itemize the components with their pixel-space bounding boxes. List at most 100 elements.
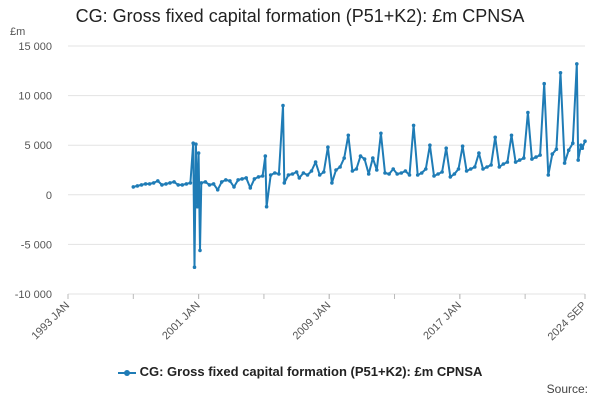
data-point: [268, 173, 273, 177]
x-tick-label: 2017 JAN: [421, 300, 464, 343]
data-point: [477, 151, 481, 155]
data-point: [571, 141, 575, 145]
data-point: [505, 160, 510, 164]
data-point: [135, 184, 140, 188]
data-point: [566, 148, 571, 152]
data-point: [294, 170, 299, 174]
data-point: [194, 142, 198, 146]
data-point: [583, 139, 587, 143]
data-point: [346, 133, 351, 138]
data-point: [313, 160, 318, 164]
data-point: [375, 168, 379, 172]
data-point: [188, 181, 193, 185]
data-point: [399, 171, 404, 175]
data-point: [448, 175, 453, 179]
data-point: [273, 171, 277, 175]
data-point: [180, 183, 185, 187]
data-point: [411, 123, 416, 128]
data-point: [493, 135, 498, 140]
data-point: [452, 172, 457, 176]
data-point: [172, 180, 176, 184]
data-point: [184, 182, 189, 186]
data-point: [248, 186, 253, 190]
data-point: [509, 133, 514, 138]
data-point: [191, 141, 195, 145]
data-point: [196, 151, 201, 155]
data-point: [350, 169, 355, 173]
data-point: [151, 181, 156, 185]
data-point: [199, 181, 204, 185]
x-axis-ticks: 1993 JAN 2001 JAN 2009 JAN 2017 JAN 2024 SEP: [29, 294, 589, 343]
data-point: [224, 178, 228, 182]
data-point: [342, 156, 347, 160]
data-point: [517, 158, 522, 162]
data-point: [232, 185, 236, 189]
y-tick-label: 5 000: [24, 140, 52, 152]
data-point: [440, 170, 444, 174]
y-tick-label: 15 000: [18, 41, 52, 53]
y-tick-label: 0: [46, 190, 52, 202]
data-point: [432, 174, 436, 178]
data-point: [497, 165, 502, 169]
legend-series-icon: [117, 368, 136, 378]
data-point: [228, 179, 232, 183]
data-point: [391, 167, 396, 171]
data-point: [322, 170, 326, 174]
data-point: [575, 62, 579, 66]
data-point: [282, 181, 287, 185]
data-point: [301, 171, 306, 175]
chart-title: CG: Gross fixed capital formation (P51+K…: [75, 6, 525, 26]
data-point: [305, 173, 310, 177]
data-point: [481, 167, 485, 171]
data-point: [464, 169, 469, 173]
legend-series-label: CG: Gross fixed capital formation (P51+K…: [139, 364, 483, 379]
data-point: [297, 176, 302, 180]
data-point: [338, 165, 342, 169]
series-line-group: [131, 62, 587, 270]
data-point: [522, 156, 526, 160]
data-point: [317, 173, 322, 177]
data-point: [526, 110, 530, 115]
data-point: [383, 171, 387, 175]
data-point: [160, 183, 164, 187]
data-point: [236, 178, 240, 182]
data-point: [264, 204, 269, 209]
data-point: [580, 146, 585, 150]
data-point: [215, 188, 220, 192]
data-point: [252, 177, 257, 181]
data-point: [290, 172, 295, 176]
data-point: [354, 167, 359, 171]
data-point: [473, 165, 477, 169]
data-point: [550, 152, 555, 156]
data-point: [371, 156, 375, 160]
data-point: [334, 168, 338, 172]
data-point: [219, 180, 224, 184]
data-point: [362, 157, 367, 161]
data-point: [579, 143, 583, 147]
data-point: [407, 173, 412, 177]
data-point: [358, 154, 363, 158]
data-point: [428, 143, 432, 147]
data-point: [260, 174, 265, 178]
data-point: [176, 183, 180, 187]
data-point: [415, 173, 420, 177]
data-point: [530, 157, 534, 161]
data-point: [277, 172, 281, 176]
x-tick-label: 2024 SEP: [546, 300, 590, 344]
legend[interactable]: CG: Gross fixed capital formation (P51+K…: [0, 364, 600, 379]
data-point: [501, 162, 506, 166]
data-point: [286, 173, 291, 177]
data-point: [485, 165, 489, 169]
data-point: [131, 185, 136, 189]
data-point: [395, 172, 400, 176]
data-point: [562, 161, 567, 165]
data-point: [576, 158, 580, 162]
data-point: [419, 171, 424, 175]
data-point: [468, 167, 473, 171]
data-point: [558, 71, 563, 75]
data-point: [139, 183, 144, 187]
data-point: [281, 103, 285, 108]
data-point: [168, 181, 172, 185]
data-point: [534, 155, 538, 159]
